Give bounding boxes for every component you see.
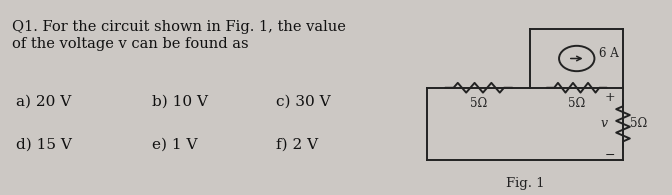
Text: e) 1 V: e) 1 V [152, 137, 198, 151]
Text: b) 10 V: b) 10 V [152, 94, 208, 108]
Text: 5Ω: 5Ω [568, 97, 585, 110]
Text: d) 15 V: d) 15 V [16, 137, 72, 151]
Text: +: + [604, 91, 615, 104]
Text: v: v [601, 117, 608, 130]
Text: Q1. For the circuit shown in Fig. 1, the value
of the voltage v can be found as: Q1. For the circuit shown in Fig. 1, the… [12, 20, 346, 51]
Text: c) 30 V: c) 30 V [276, 94, 331, 108]
Text: a) 20 V: a) 20 V [16, 94, 71, 108]
Text: 6 A: 6 A [599, 47, 618, 60]
Text: Fig. 1: Fig. 1 [506, 177, 544, 190]
Text: f) 2 V: f) 2 V [276, 137, 318, 151]
Text: −: − [604, 149, 615, 162]
Text: 5Ω: 5Ω [470, 97, 487, 110]
Text: 5Ω: 5Ω [630, 117, 647, 130]
